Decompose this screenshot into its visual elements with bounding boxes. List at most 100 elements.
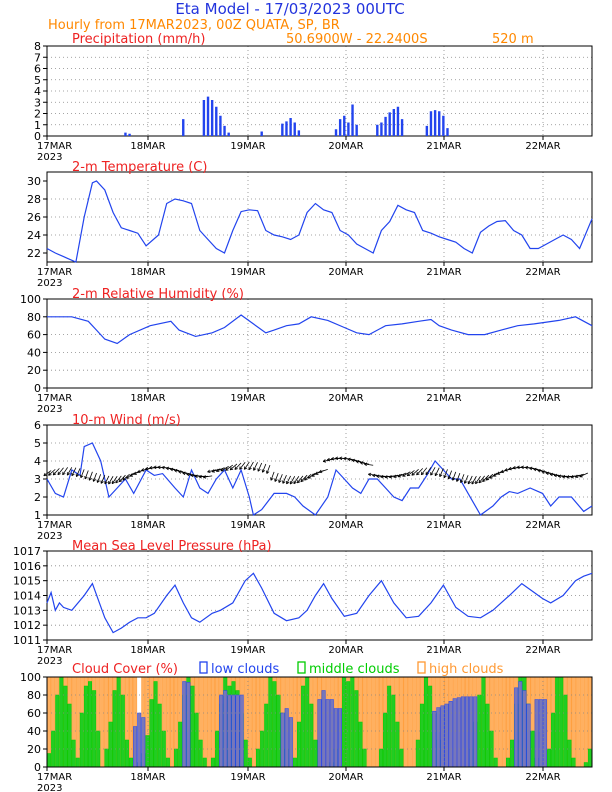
- wind-arrow: [100, 475, 106, 484]
- figure-title: Eta Model - 17/03/2023 00UTC: [175, 0, 404, 18]
- legend-swatch: [297, 661, 306, 674]
- wind-arrow-head: [149, 467, 153, 470]
- wind-arrow-head: [165, 467, 169, 471]
- x-tick-label: 18MAR: [130, 393, 165, 404]
- cloud-bar-high: [202, 676, 207, 768]
- cloud-bar-middle: [124, 739, 129, 768]
- wind-arrow: [297, 475, 304, 484]
- cloud-bar-high: [575, 676, 580, 768]
- cloud-bar-low: [227, 694, 232, 768]
- wind-arrow-head: [368, 473, 372, 477]
- x-tick-label: 21MAR: [426, 772, 461, 783]
- wind-arrow-head: [145, 466, 149, 470]
- cloud-bar-low: [514, 687, 519, 768]
- wind-arrow: [360, 462, 370, 465]
- precip-bar: [338, 119, 342, 136]
- wind-arrow-head: [464, 481, 468, 484]
- cloud-bar-middle: [387, 685, 392, 768]
- wind-arrow: [186, 473, 196, 476]
- wind-arrow-head: [53, 473, 57, 476]
- wind-arrow-head: [286, 481, 290, 485]
- wind-arrow-head: [257, 469, 261, 472]
- wind-arrow-head: [500, 469, 504, 473]
- wind-arrow: [406, 470, 415, 477]
- cloud-bar-middle: [481, 676, 486, 768]
- wind-arrow-head: [416, 473, 420, 476]
- wind-arrow: [71, 467, 77, 476]
- cloud-bar-low: [452, 698, 457, 768]
- cloud-bar-low: [337, 708, 342, 768]
- wind-arrow: [448, 470, 452, 480]
- panel-cloud: 0 20 40 60 80 100 17MAR 18MAR 19MAR 20MAR 21MAR 22M…: [20, 661, 593, 792]
- cloud-bar-low: [436, 707, 441, 768]
- wind-arrow: [248, 461, 254, 470]
- cloud-bar-middle: [546, 748, 551, 768]
- x-year-label: 2023: [37, 404, 62, 415]
- cloud-bar-middle: [342, 676, 347, 768]
- wind-arrow-head: [318, 469, 322, 473]
- wind-arrow: [456, 472, 461, 482]
- wind-arrow: [57, 467, 64, 476]
- cloud-bar-high: [206, 676, 211, 768]
- cloud-bar-middle: [202, 757, 207, 768]
- precip-bar: [376, 124, 379, 136]
- wind-arrow-head: [372, 473, 376, 476]
- plot-frame: [46, 424, 593, 516]
- x-tick-label: 19MAR: [230, 772, 265, 783]
- cloud-bar-middle: [153, 681, 158, 768]
- wind-arrow-head: [326, 457, 330, 461]
- wind-arrow: [575, 473, 584, 478]
- wind-arrow-head: [359, 462, 363, 465]
- wind-arrow-head: [471, 482, 475, 485]
- cloud-bar-low: [444, 703, 449, 768]
- wind-arrow-head: [190, 473, 194, 476]
- cloud-bar-middle: [83, 685, 88, 768]
- wind-arrow-head: [388, 474, 392, 478]
- x-tick-label: 21MAR: [426, 393, 461, 404]
- wind-arrow-head: [253, 468, 257, 471]
- panel-rh: 0 20 40 60 80 100 17MAR 18MAR 19MAR 20MAR 21MAR 22M…: [20, 287, 593, 415]
- wind-arrow-head: [262, 470, 266, 473]
- precip-bar: [182, 119, 185, 136]
- cloud-bar-middle: [485, 703, 490, 768]
- wind-arrow-head: [170, 467, 174, 470]
- cloud-bar-high: [501, 676, 506, 768]
- wind-arrow-head: [456, 479, 460, 482]
- wind-arrow: [471, 476, 477, 485]
- wind-arrow: [570, 474, 580, 478]
- x-year-label: 2023: [37, 783, 62, 792]
- cloud-bar-low: [542, 699, 547, 768]
- wind-arrow-head: [67, 473, 71, 476]
- x-tick-label: 22MAR: [525, 141, 560, 152]
- wind-arrow-head: [198, 476, 202, 479]
- x-year-label: 2023: [37, 152, 62, 163]
- wind-arrow-head: [71, 473, 75, 477]
- wind-arrow: [122, 473, 130, 481]
- cloud-bar-high: [165, 676, 170, 768]
- precip-bar: [347, 122, 350, 136]
- wind-arrow-head: [115, 481, 119, 484]
- wind-arrow-head: [108, 482, 112, 485]
- wind-arrow-head: [178, 471, 182, 474]
- wind-arrow: [579, 472, 589, 478]
- x-tick-label: 17MAR: [37, 267, 72, 278]
- cloud-bar-middle: [358, 721, 363, 768]
- cloud-bar-middle: [112, 690, 117, 768]
- wind-arrow-head: [570, 476, 574, 479]
- wind-arrow-head: [570, 474, 574, 478]
- wind-arrow-head: [122, 477, 125, 481]
- y-tick-label: 40: [27, 346, 41, 359]
- wind-arrow-head: [304, 479, 308, 481]
- cloud-bar-middle: [567, 739, 572, 768]
- wind-arrow-head: [376, 474, 380, 477]
- wind-arrow: [225, 464, 234, 471]
- precip-bar: [425, 125, 429, 136]
- wind-arrow-head: [376, 475, 380, 479]
- y-tick-label: 22: [27, 247, 41, 260]
- wind-arrow-head: [137, 469, 140, 473]
- y-tick-label: 1017: [13, 545, 41, 558]
- panel-temp: 22 24 26 28 30 17MAR 18MAR 19MAR 20MAR 21MAR 22MAR…: [27, 160, 593, 289]
- wind-arrow: [266, 465, 271, 474]
- wind-arrow: [76, 468, 81, 477]
